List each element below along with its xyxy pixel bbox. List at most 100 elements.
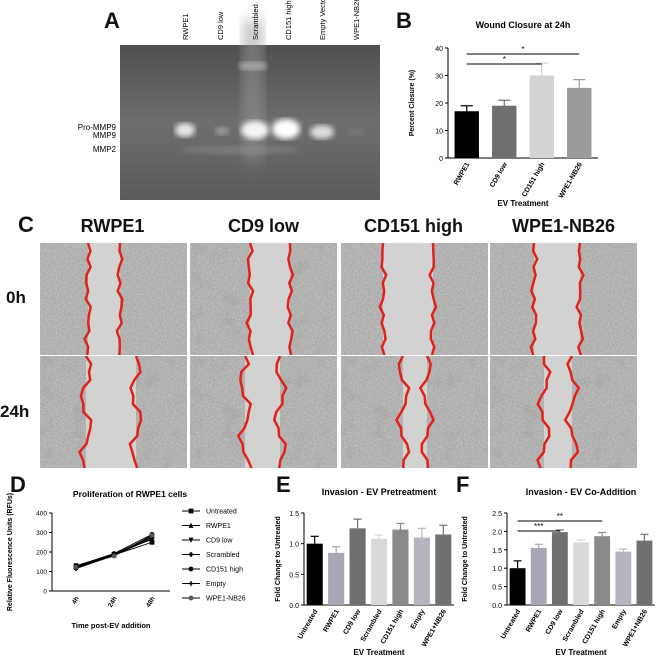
- wound-edge-left: [236, 356, 253, 468]
- gel-smear: [242, 20, 264, 160]
- legend-label-rwpe1: RWPE1: [206, 523, 231, 530]
- gel-lane-label-scrambled: Scrambled: [251, 4, 260, 40]
- x-tick-label-empty: Empty: [410, 608, 427, 630]
- legend-marker-scrambled: [188, 551, 194, 558]
- point: [73, 564, 79, 570]
- gel-band-cd151: [272, 119, 300, 139]
- column-label-cd9: CD9 low: [227, 216, 299, 236]
- bar-wpe1-nb26: [435, 534, 452, 605]
- gel-lane-label-cd151-high: CD151 high: [284, 0, 293, 40]
- significance-label: **: [557, 512, 563, 521]
- chart-title: Proliferation of RWPE1 cells: [73, 489, 187, 499]
- bar-empty: [615, 551, 632, 605]
- x-axis-label: EV Treatment: [497, 199, 548, 208]
- y-tick-label: 20: [435, 101, 443, 108]
- y-tick-label: 40: [435, 46, 443, 53]
- column-label-cd151: CD151 high: [363, 216, 464, 236]
- x-tick-label-empty: Empty: [611, 608, 628, 630]
- micrograph-cd151-high-24h: [341, 356, 488, 468]
- wound-edge-right: [418, 356, 435, 468]
- bar-cd9-low: [349, 528, 366, 605]
- bar-rwpe1: [328, 552, 345, 605]
- gel-band-scrambled: [241, 121, 269, 139]
- micrograph-svg: [341, 356, 488, 468]
- gel-lane-label-cd9-low: CD9 low: [216, 11, 225, 40]
- wound-edge-right: [272, 356, 288, 468]
- y-axis-label: Percent Closure (%): [409, 70, 416, 137]
- micrograph-cd9-low-0h: [190, 243, 337, 355]
- x-tick-label-cd151-high: CD151 high: [380, 609, 405, 646]
- wound-gap: [88, 243, 120, 355]
- wound-panel: RWPE1 CD9 low CD151 high WPE1-NB26 0h 24…: [0, 210, 660, 472]
- panel-letter-a: A: [104, 8, 120, 33]
- bar-wpe1-nb26: [636, 540, 653, 605]
- legend-marker-rwpe1: [188, 522, 194, 528]
- micrograph-svg: [190, 243, 337, 355]
- gel-lane-label-empty-vector: Empty Vector: [318, 0, 327, 40]
- y-tick-label: 0.5: [289, 572, 299, 579]
- micrograph-svg: [40, 356, 187, 468]
- bar-scrambled: [573, 542, 589, 605]
- bar-cd9-low: [492, 105, 517, 158]
- wound-gap: [250, 243, 290, 355]
- x-tick-label-untreated: Untreated: [500, 609, 522, 641]
- gel-band-nb26: [348, 129, 364, 135]
- x-tick-label-cd9-low: CD9 low: [342, 608, 362, 636]
- panel-letter-c: C: [18, 212, 34, 237]
- x-axis-label: EV Treatment: [353, 648, 404, 657]
- significance-label: *: [521, 45, 524, 54]
- y-tick-label: 1.0: [289, 542, 299, 549]
- legend-marker-untreated: [188, 508, 194, 514]
- micrograph-wpe1-nb26-0h: [490, 243, 637, 355]
- wound-edge-left: [394, 356, 411, 468]
- chart-f-svg: Invasion - EV Co-Addition 0.0 0.5 1.0 1.5 2.0…: [462, 487, 655, 657]
- x-tick-label-cd151-high: CD151 high: [521, 162, 546, 199]
- micrograph-rwpe1-0h: [40, 243, 187, 355]
- y-tick-label: 10: [435, 129, 443, 136]
- chart-b-svg: Wound Closure at 24h 0 10 20 30 40 Percent Clo…: [409, 20, 598, 208]
- legend-marker-wpe1-nb26: [188, 595, 194, 601]
- y-tick-label: 200: [36, 550, 47, 557]
- legend-label-wpe1-nb26: WPE1-NB26: [206, 596, 246, 603]
- x-tick-label-wpe1-nb26: WPE1-NB26: [558, 161, 584, 199]
- micrograph-rwpe1-24h: [40, 356, 187, 468]
- row-label-24h: 24h: [0, 402, 30, 421]
- gel-svg: RWPE1 CD9 low Scrambled CD151 high Empty Vec…: [78, 0, 380, 200]
- wound-edge-right: [428, 243, 438, 355]
- chart-d: Proliferation of RWPE1 cells 0 100 200 300 40…: [0, 475, 280, 665]
- wound-edge-left: [536, 356, 552, 468]
- x-axis-label: Time post-EV addition: [71, 621, 150, 630]
- micrograph-svg: [341, 243, 488, 355]
- bar-untreated: [509, 568, 526, 605]
- micrograph-wpe1-nb26-24h: [490, 356, 637, 468]
- series-line: [75, 534, 153, 567]
- series-cd151-high: [73, 532, 155, 569]
- band-label-pro-mmp9: Pro-MMP9: [78, 123, 117, 132]
- y-tick-label: 0.5: [492, 585, 502, 592]
- panel-letter-b: B: [396, 8, 412, 33]
- wound-edge-right: [286, 243, 295, 355]
- gel-band-mmp2: [180, 146, 300, 154]
- micrograph-svg: [490, 243, 637, 355]
- chart-b: Wound Closure at 24h 0 10 20 30 40 Percent Clo…: [400, 10, 650, 215]
- legend-marker-cd151-high: [188, 566, 194, 572]
- column-label-rwpe1: RWPE1: [80, 216, 145, 236]
- wound-gap: [245, 356, 280, 468]
- point: [149, 533, 155, 538]
- x-tick-label-rwpe1: RWPE1: [453, 161, 471, 186]
- wound-edge-right: [128, 356, 143, 468]
- wound-gap: [86, 356, 136, 468]
- wound-edge-left: [378, 243, 388, 355]
- micrograph-svg: [40, 243, 187, 355]
- micrograph-cd151-high-0h: [341, 243, 488, 355]
- wound-gap: [383, 243, 433, 355]
- chart-title: Invasion - EV Pretreatment: [322, 487, 437, 497]
- x-tick-label-48h: 48h: [145, 595, 157, 608]
- gel-band-empty: [310, 125, 334, 139]
- x-tick-label-4h: 4h: [71, 595, 81, 605]
- chart-d-svg: Proliferation of RWPE1 cells 0 100 200 300 40…: [7, 489, 246, 630]
- wound-edge-left: [529, 243, 539, 355]
- bar-rwpe1: [454, 111, 479, 158]
- wound-gap: [403, 356, 427, 468]
- y-tick-label: 1.5: [289, 511, 299, 518]
